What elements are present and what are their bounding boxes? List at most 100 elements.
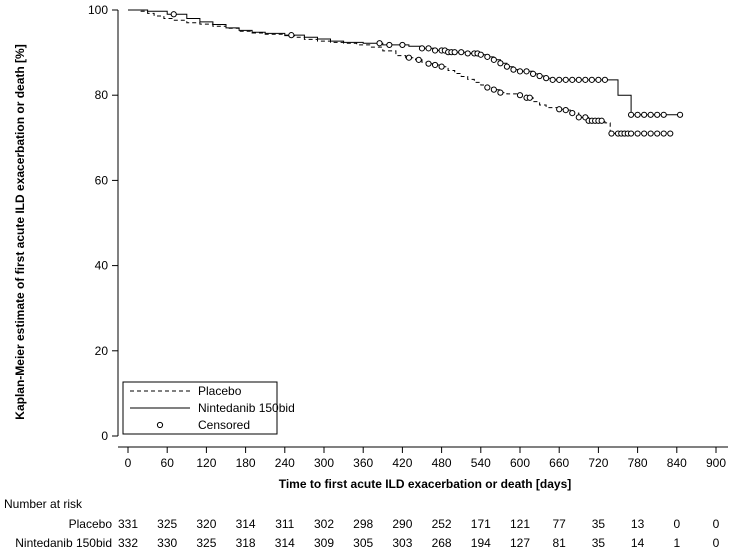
nintedanib-curve [128, 9, 681, 116]
nintedanib-censor-mark [575, 76, 582, 83]
x-tick-label: 60 [161, 456, 175, 470]
placebo-censor-mark [569, 109, 576, 117]
nintedanib-censor-mark [503, 63, 511, 70]
risk-value: 1 [673, 536, 681, 550]
placebo-censor-mark [575, 114, 582, 121]
x-tick-label: 780 [628, 456, 648, 470]
placebo-censor-mark [654, 130, 661, 137]
placebo-censor-mark [438, 63, 445, 70]
placebo-censor-mark [598, 117, 605, 124]
placebo-censor-mark [526, 94, 533, 101]
x-tick-label: 660 [549, 456, 569, 470]
risk-value: 318 [235, 536, 256, 550]
legend-placebo-label: Placebo [198, 384, 242, 398]
risk-value: 290 [392, 517, 413, 531]
x-tick-label: 480 [432, 456, 452, 470]
risk-value: 325 [157, 517, 178, 531]
y-tick-label: 0 [101, 429, 108, 443]
nintedanib-censor-mark [399, 41, 406, 49]
nintedanib-censor-mark [543, 75, 550, 82]
nintedanib-censor-mark [634, 111, 641, 118]
placebo-censor-mark [484, 84, 491, 91]
risk-value: 320 [196, 517, 217, 531]
risk-value: 0 [712, 536, 720, 550]
nintedanib-censor-mark [595, 76, 602, 83]
nintedanib-censor-mark [458, 49, 465, 56]
risk-value: 331 [117, 517, 139, 531]
risk-value: 314 [235, 517, 256, 531]
risk-value: 309 [313, 536, 335, 550]
risk-value: 305 [353, 536, 374, 550]
nintedanib-censor-mark [376, 40, 383, 47]
risk-row-label-nintedanib: Nintedanib 150bid [15, 536, 112, 550]
risk-value: 311 [275, 517, 295, 531]
nintedanib-censor-mark [676, 111, 684, 118]
risk-value: 325 [196, 536, 217, 550]
risk-row-label-placebo: Placebo [68, 517, 112, 531]
nintedanib-censor-mark [569, 76, 576, 83]
x-tick-label: 120 [196, 456, 216, 470]
nintedanib-censor-mark [549, 76, 556, 83]
x-tick-label: 840 [667, 456, 687, 470]
x-tick-label: 0 [125, 456, 132, 470]
nintedanib-censor-mark [523, 68, 530, 75]
x-tick-label: 180 [236, 456, 256, 470]
risk-value: 0 [712, 517, 720, 531]
nintedanib-censor-mark [562, 76, 569, 83]
placebo-censor-mark [647, 130, 654, 137]
nintedanib-censor-mark [529, 70, 537, 78]
risk-value: 81 [552, 536, 566, 550]
nintedanib-censor-mark [484, 53, 491, 60]
risk-value: 314 [274, 536, 295, 550]
y-tick-label: 40 [95, 259, 109, 273]
risk-value: 298 [353, 517, 374, 531]
x-axis-title: Time to first acute ILD exacerbation or … [279, 477, 572, 491]
nintedanib-censor-mark [588, 76, 595, 83]
legend: Placebo Nintedanib 150bid Censored [122, 381, 295, 435]
risk-value: 171 [470, 517, 491, 531]
risk-value: 127 [509, 536, 531, 550]
placebo-censor-mark [425, 60, 432, 67]
x-tick-label: 300 [314, 456, 334, 470]
placebo-curve [128, 9, 671, 134]
y-tick-label: 100 [88, 3, 108, 17]
nintedanib-censor-mark [451, 49, 458, 56]
nintedanib-censor-mark [418, 45, 426, 52]
placebo-censor-mark [431, 61, 439, 69]
y-tick-label: 60 [95, 173, 109, 187]
legend-censored-label: Censored [198, 418, 250, 432]
y-axis-title: Kaplan-Meier estimate of first acute ILD… [13, 44, 27, 419]
x-tick-label: 540 [471, 456, 491, 470]
nintedanib-censor-mark [431, 47, 439, 54]
placebo-censor-mark [660, 130, 667, 137]
x-tick-label: 600 [510, 456, 530, 470]
nintedanib-censor-mark [647, 111, 654, 118]
nintedanib-censor-mark [497, 60, 504, 67]
nintedanib-censor-mark [536, 72, 543, 80]
risk-value: 35 [591, 536, 606, 550]
nintedanib-censor-mark [288, 32, 295, 39]
risk-value: 194 [470, 536, 491, 550]
nintedanib-censor-mark [556, 76, 563, 83]
placebo-censor-mark [516, 92, 524, 99]
nintedanib-censor-mark [654, 111, 661, 118]
placebo-censor-mark [641, 130, 648, 137]
risk-value: 330 [157, 536, 178, 550]
placebo-censor-mark [627, 130, 635, 137]
placebo-censor-mark [608, 130, 615, 137]
risk-value: 303 [392, 536, 413, 550]
risk-value: 252 [431, 517, 452, 531]
nintedanib-censor-mark [582, 76, 589, 83]
nintedanib-censor-mark [516, 68, 524, 75]
x-tick-label: 360 [353, 456, 373, 470]
risk-value: 332 [117, 536, 139, 550]
placebo-censor-mark [634, 130, 641, 137]
nintedanib-censor-mark [510, 66, 517, 73]
legend-censored-swatch [156, 421, 164, 429]
nintedanib-censor-mark [490, 56, 497, 63]
placebo-censor-mark [667, 130, 674, 137]
placebo-censor-mark [490, 86, 497, 93]
nintedanib-censor-mark [627, 111, 635, 118]
risk-value: 14 [630, 536, 645, 550]
